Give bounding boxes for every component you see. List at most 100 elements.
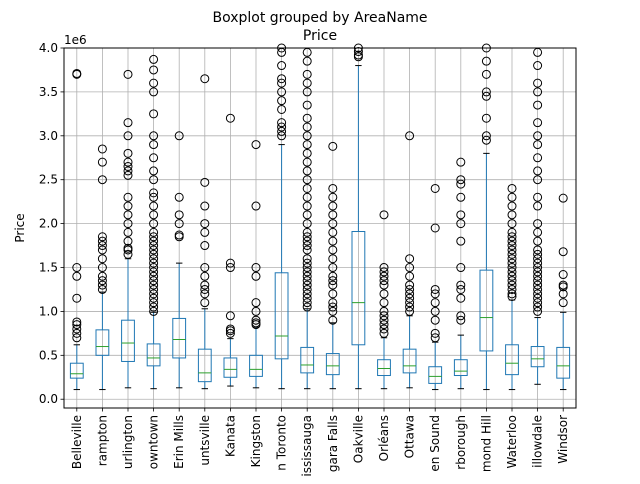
outlier-point <box>277 96 287 106</box>
outlier-point <box>302 122 312 132</box>
outlier-point <box>149 280 159 290</box>
outlier-point <box>456 315 466 325</box>
box-group <box>479 43 494 391</box>
x-tick-label: mond Hill <box>479 415 493 472</box>
box-iqr <box>249 354 263 377</box>
outlier-point <box>533 284 543 294</box>
x-tick-label: owntown <box>147 415 161 469</box>
outlier-point <box>97 280 107 290</box>
outlier-point <box>149 302 159 312</box>
outlier-point <box>277 61 287 71</box>
outlier-point <box>277 87 287 97</box>
outlier-point <box>302 263 312 273</box>
x-tick-label: Orléans <box>377 415 391 461</box>
outlier-point <box>456 192 466 202</box>
x-tick-label: n Toronto <box>275 415 289 471</box>
grid-layer <box>64 47 576 408</box>
outlier-point <box>533 271 543 281</box>
outlier-point <box>72 333 82 343</box>
box-group <box>274 43 289 390</box>
outlier-point <box>149 78 159 88</box>
outlier-point <box>97 175 107 185</box>
outlier-point <box>533 153 543 163</box>
outlier-point <box>379 324 389 334</box>
outlier-point <box>123 192 133 202</box>
outlier-point <box>507 219 517 229</box>
x-tick-label: Ottawa <box>403 415 417 458</box>
box-group <box>530 47 545 385</box>
box-group <box>556 193 571 391</box>
outlier-point <box>405 263 415 273</box>
box-group <box>197 74 212 390</box>
outlier-point <box>149 54 159 64</box>
box-group <box>69 68 84 391</box>
outlier-point <box>507 227 517 237</box>
outlier-point <box>533 140 543 150</box>
outlier-point <box>379 280 389 290</box>
outlier-point <box>123 210 133 220</box>
outlier-point <box>507 236 517 246</box>
y-tick-label: 0.5 <box>39 348 58 362</box>
outlier-point <box>507 289 517 299</box>
outlier-point <box>328 236 338 246</box>
outlier-point <box>405 293 415 303</box>
box-iqr <box>453 359 468 377</box>
outlier-point <box>149 201 159 211</box>
box-group <box>95 144 110 391</box>
outlier-point <box>302 78 312 88</box>
outlier-point <box>456 263 466 273</box>
outlier-point <box>533 276 543 286</box>
x-tick-label: Waterloo <box>505 415 519 469</box>
outlier-point <box>123 201 133 211</box>
outlier-point <box>97 157 107 167</box>
x-tick-label: Windsor <box>556 415 570 464</box>
x-tick-label: Kanata <box>223 415 237 457</box>
outlier-point <box>149 65 159 75</box>
outlier-point <box>225 258 235 268</box>
outlier-point <box>123 249 133 259</box>
outlier-point <box>302 289 312 299</box>
outlier-point <box>533 219 543 229</box>
outlier-point <box>251 263 261 273</box>
outlier-point <box>456 157 466 167</box>
box-group <box>402 131 417 389</box>
outlier-point <box>302 276 312 286</box>
outlier-point <box>302 56 312 66</box>
outlier-point <box>507 241 517 251</box>
outlier-point <box>430 183 440 193</box>
outlier-point <box>533 78 543 88</box>
outlier-point <box>328 315 338 325</box>
box-iqr <box>377 359 391 377</box>
outlier-point <box>149 254 159 264</box>
outlier-point <box>251 315 261 325</box>
x-tick-label: gara Falls <box>326 415 340 472</box>
outlier-point <box>200 280 210 290</box>
outlier-point <box>97 236 107 246</box>
outlier-point <box>174 210 184 220</box>
outlier-point <box>302 254 312 264</box>
outlier-point <box>123 170 133 180</box>
outlier-point <box>302 302 312 312</box>
outlier-point <box>507 280 517 290</box>
outlier-point <box>149 166 159 176</box>
outlier-point <box>533 118 543 128</box>
outlier-point <box>277 118 287 128</box>
outlier-point <box>277 104 287 114</box>
outlier-point <box>328 298 338 308</box>
box-iqr <box>121 319 135 362</box>
outlier-point <box>456 293 466 303</box>
outlier-point <box>72 328 82 338</box>
outlier-point <box>123 219 133 229</box>
outlier-point <box>302 201 312 211</box>
outlier-point <box>149 284 159 294</box>
x-tick-label: Belleville <box>70 415 84 469</box>
x-tick-label: en Sound <box>428 415 442 472</box>
outlier-point <box>97 144 107 154</box>
box-group <box>453 157 468 390</box>
outlier-point <box>379 328 389 338</box>
outlier-point <box>533 298 543 308</box>
outlier-point <box>72 68 82 78</box>
outlier-point <box>277 78 287 88</box>
outlier-point <box>72 293 82 303</box>
